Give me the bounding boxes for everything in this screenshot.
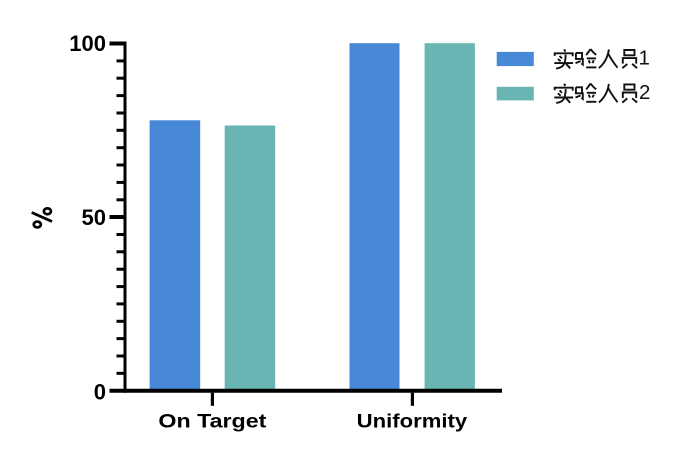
- svg-text:1: 1: [639, 47, 650, 70]
- svg-text:Uniformity: Uniformity: [357, 412, 468, 433]
- svg-text:0: 0: [94, 379, 106, 404]
- svg-text:On Target: On Target: [158, 412, 267, 433]
- svg-text:50: 50: [82, 205, 106, 230]
- svg-text:2: 2: [639, 81, 650, 104]
- svg-text:100: 100: [69, 31, 106, 56]
